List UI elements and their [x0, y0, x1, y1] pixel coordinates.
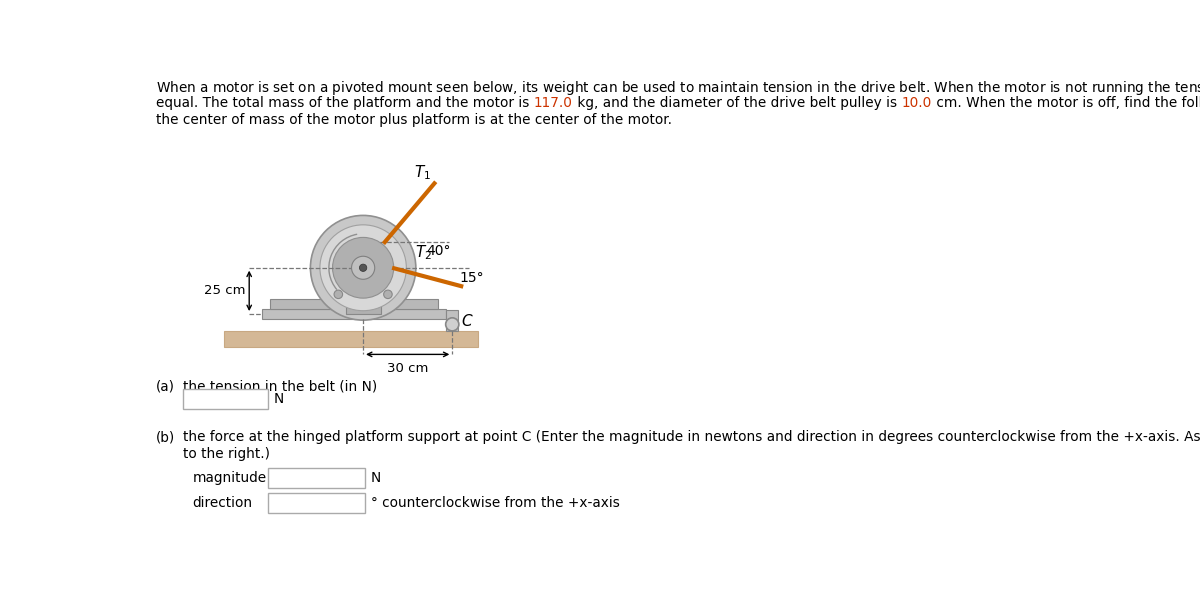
Text: 30 cm: 30 cm	[386, 362, 428, 375]
Circle shape	[311, 215, 416, 320]
Bar	[446, 309, 458, 331]
Text: 117.0: 117.0	[534, 96, 572, 110]
Text: the tension in the belt (in N): the tension in the belt (in N)	[182, 379, 377, 393]
Text: When a motor is set on a pivoted mount seen below, its weight can be used to mai: When a motor is set on a pivoted mount s…	[156, 79, 1200, 97]
Circle shape	[332, 237, 394, 298]
Text: magnitude: magnitude	[193, 471, 266, 485]
Circle shape	[352, 256, 374, 279]
Text: kg, and the diameter of the drive belt pulley is: kg, and the diameter of the drive belt p…	[572, 96, 901, 110]
FancyBboxPatch shape	[268, 468, 365, 488]
Circle shape	[360, 264, 367, 271]
FancyBboxPatch shape	[182, 389, 268, 409]
Bar	[346, 299, 380, 314]
Text: 40°: 40°	[426, 244, 450, 258]
Text: cm. When the motor is off, find the following. Assume that: cm. When the motor is off, find the foll…	[931, 96, 1200, 110]
Text: equal. The total mass of the platform and the motor is: equal. The total mass of the platform an…	[156, 96, 534, 110]
Text: (b): (b)	[156, 430, 175, 444]
Text: $T_2$: $T_2$	[415, 243, 432, 261]
Bar	[270, 299, 438, 309]
Text: N: N	[371, 471, 382, 485]
Circle shape	[384, 290, 392, 299]
Text: N: N	[274, 392, 284, 406]
FancyBboxPatch shape	[268, 492, 365, 513]
Bar	[223, 331, 478, 347]
Text: direction: direction	[193, 496, 253, 510]
Circle shape	[334, 290, 342, 299]
Text: to the right.): to the right.)	[182, 447, 270, 461]
Text: 10.0: 10.0	[901, 96, 931, 110]
Text: the force at the hinged platform support at point C (Enter the magnitude in newt: the force at the hinged platform support…	[182, 430, 1200, 444]
Text: the center of mass of the motor plus platform is at the center of the motor.: the center of mass of the motor plus pla…	[156, 113, 672, 127]
Text: ° counterclockwise from the +x-axis: ° counterclockwise from the +x-axis	[371, 496, 619, 510]
Text: 15°: 15°	[460, 271, 484, 285]
Text: 25 cm: 25 cm	[204, 285, 245, 297]
Text: $T_1$: $T_1$	[414, 163, 431, 182]
Text: (a): (a)	[156, 379, 175, 393]
Bar	[263, 309, 446, 319]
Text: C: C	[462, 314, 472, 329]
Circle shape	[320, 225, 407, 311]
Circle shape	[445, 318, 458, 331]
